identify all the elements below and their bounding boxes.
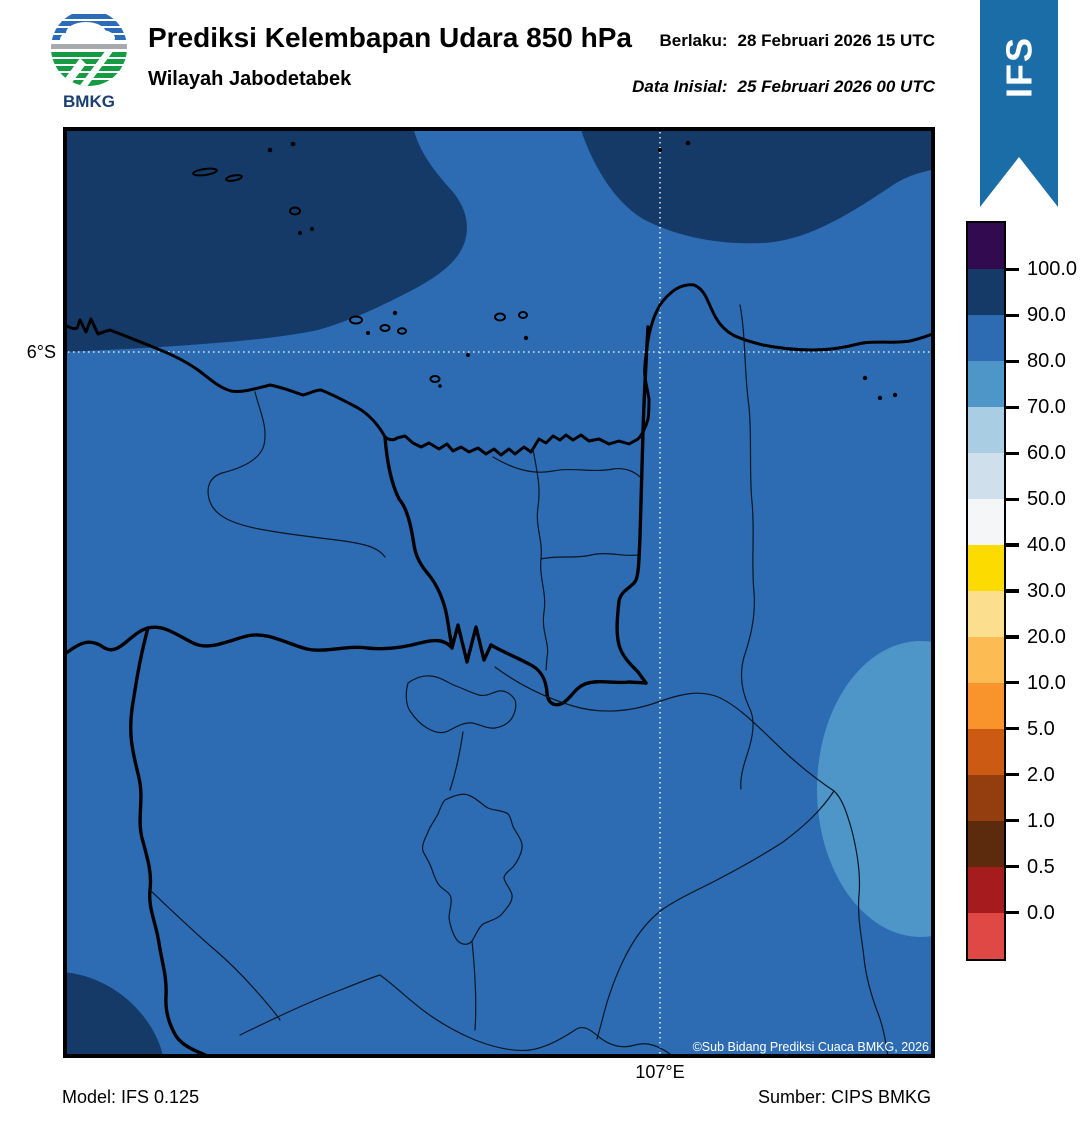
colorbar-tick-label: 80.0: [1027, 350, 1066, 373]
humidity-colorbar: 100.0 90.0 80.0 70.0 60.0 50.0 40.0 30.0 20.0 10.…: [966, 221, 1080, 963]
colorbar-segment: [968, 407, 1004, 453]
colorbar-tick-mark: [1006, 543, 1019, 547]
initial-time-row: Data Inisial: 25 Februari 2026 00 UTC: [632, 77, 935, 97]
colorbar-tick-mark: [1006, 313, 1019, 317]
colorbar-tick-label: 5.0: [1027, 717, 1055, 740]
colorbar-segment: [968, 591, 1004, 637]
humidity-band-90-100-northeast: [580, 127, 935, 244]
colorbar-tick-mark: [1006, 773, 1019, 777]
colorbar-tick-mark: [1006, 497, 1019, 501]
colorbar-tick-label: 50.0: [1027, 488, 1066, 511]
colorbar-segment: [968, 545, 1004, 591]
colorbar-segment: [968, 775, 1004, 821]
valid-time-label: Berlaku:: [659, 31, 728, 50]
colorbar-segment: [968, 223, 1004, 269]
longitude-tick-label: 107°E: [635, 1062, 685, 1082]
colorbar-tick-label: 1.0: [1027, 809, 1055, 832]
map-copyright: ©Sub Bidang Prediksi Cuaca BMKG, 2026: [693, 1040, 929, 1054]
colorbar-tick-label: 10.0: [1027, 671, 1066, 694]
colorbar-tick-label: 70.0: [1027, 396, 1066, 419]
colorbar-gradient: [966, 221, 1006, 961]
colorbar-tick-label: 40.0: [1027, 534, 1066, 557]
map-frame: [63, 127, 935, 1058]
bmkg-logo-globe: [51, 10, 127, 86]
model-info: Model: IFS 0.125: [62, 1087, 200, 1107]
model-ribbon: IFS: [980, 0, 1058, 207]
bmkg-logo: BMKG: [51, 10, 127, 111]
colorbar-tick-label: 60.0: [1027, 442, 1066, 465]
colorbar-segment: [968, 453, 1004, 499]
colorbar-tick-mark: [1006, 819, 1019, 823]
colorbar-tick-label: 20.0: [1027, 625, 1066, 648]
bmkg-logo-text: BMKG: [63, 92, 115, 111]
initial-time-label: Data Inisial:: [632, 77, 728, 96]
page-subtitle: Wilayah Jabodetabek: [148, 68, 352, 90]
colorbar-segment: [968, 361, 1004, 407]
initial-time-value: 25 Februari 2026 00 UTC: [737, 77, 935, 96]
island-outlines: [192, 167, 528, 383]
colorbar-segment: [968, 499, 1004, 545]
humidity-band-70-80-southeast: [817, 641, 935, 937]
colorbar-tick-label: 90.0: [1027, 304, 1066, 327]
colorbar-tick-mark: [1006, 910, 1019, 915]
humidity-band-90-100-northwest: [63, 127, 467, 352]
ribbon-shape: [980, 0, 1058, 207]
colorbar-tick-mark: [1006, 267, 1019, 272]
colorbar-segment: [968, 269, 1004, 315]
colorbar-tick-mark: [1006, 681, 1019, 685]
colorbar-tick-mark: [1006, 635, 1019, 639]
humidity-map: ©Sub Bidang Prediksi Cuaca BMKG, 2026: [63, 127, 935, 1058]
island-dots: [267, 140, 898, 401]
colorbar-tick-mark: [1006, 865, 1019, 869]
colorbar-tick-label: 30.0: [1027, 580, 1066, 602]
colorbar-segment: [968, 913, 1004, 959]
logo-cloud: [60, 22, 115, 46]
page-title: Prediksi Kelembapan Udara 850 hPa: [148, 22, 632, 53]
coastline: [63, 283, 935, 457]
ribbon-model-text: IFS: [999, 36, 1040, 98]
colorbar-tick-mark: [1006, 589, 1019, 593]
colorbar-segment: [968, 867, 1004, 913]
humidity-band-90-100-southwest: [63, 972, 163, 1058]
logo-horizon: [51, 44, 127, 49]
colorbar-segment: [968, 315, 1004, 361]
map-panel: ©Sub Bidang Prediksi Cuaca BMKG, 2026: [63, 127, 935, 1058]
colorbar-tick-mark: [1006, 405, 1019, 409]
colorbar-segment: [968, 637, 1004, 683]
colorbar-tick-label: 100.0: [1027, 258, 1078, 281]
colorbar-tick-mark: [1006, 359, 1019, 363]
colorbar-tick-label: 0.5: [1027, 855, 1055, 878]
valid-time-value: 28 Februari 2026 15 UTC: [737, 31, 935, 50]
valid-time-row: Berlaku: 28 Februari 2026 15 UTC: [659, 31, 935, 51]
colorbar-segment: [968, 729, 1004, 775]
latitude-tick-label: 6°S: [26, 342, 56, 362]
colorbar-tick-mark: [1006, 451, 1019, 455]
source-info: Sumber: CIPS BMKG: [757, 1087, 931, 1107]
colorbar-segment: [968, 821, 1004, 867]
colorbar-tick-label: 2.0: [1027, 763, 1055, 786]
regency-boundaries: [149, 304, 889, 1058]
colorbar-tick-label: 0.0: [1027, 901, 1055, 924]
colorbar-segment: [968, 683, 1004, 729]
colorbar-tick-mark: [1006, 727, 1019, 731]
